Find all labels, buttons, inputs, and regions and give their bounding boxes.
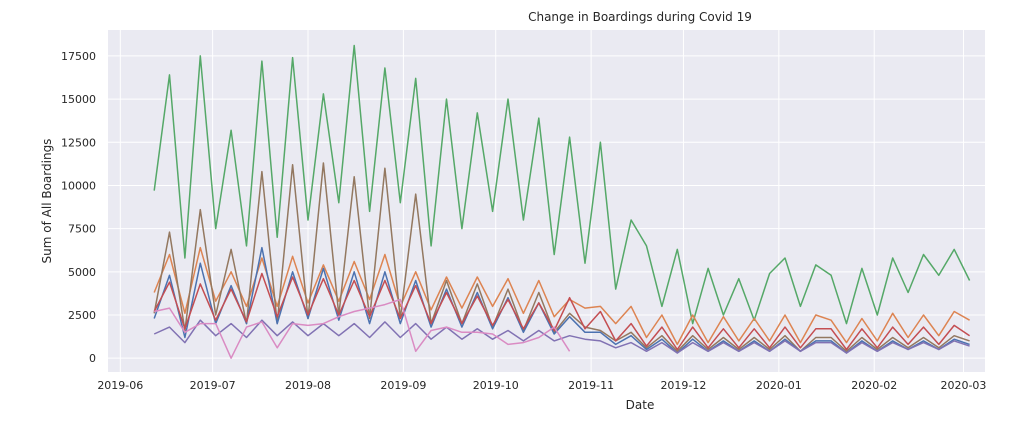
x-tick-label: 2020-03: [940, 379, 986, 392]
x-axis-label: Date: [626, 398, 655, 412]
y-tick-label: 10000: [61, 179, 96, 192]
x-tick-labels: 2019-06 2019-07 2019-08 2019-09 2019-10 2019-…: [97, 379, 986, 392]
y-tick-label: 7500: [68, 223, 96, 236]
y-tick-label: 15000: [61, 93, 96, 106]
x-tick-label: 2019-08: [285, 379, 331, 392]
y-tick-labels: 0 2500 5000 7500 10000 12500 15000 17500: [61, 50, 96, 365]
series-line-green: [153, 44, 971, 325]
y-tick-label: 12500: [61, 136, 96, 149]
series-line-blue: [153, 246, 970, 354]
y-tick-label: 0: [89, 352, 96, 365]
chart-title: Change in Boardings during Covid 19: [528, 10, 752, 24]
x-tick-label: 2019-10: [473, 379, 519, 392]
x-tick-label: 2019-12: [660, 379, 706, 392]
x-tick-label: 2019-07: [190, 379, 236, 392]
series-line-pink: [154, 298, 571, 359]
series-lines: [153, 30, 1015, 372]
x-tick-label: 2019-11: [568, 379, 614, 392]
series-line-orange: [153, 246, 970, 346]
x-tick-label: 2019-06: [97, 379, 143, 392]
y-tick-label: 17500: [61, 50, 96, 63]
x-tick-label: 2020-01: [756, 379, 802, 392]
series-line-brown: [153, 162, 970, 353]
x-tick-label: 2020-02: [851, 379, 897, 392]
series-line-red: [153, 272, 971, 351]
y-tick-label: 5000: [68, 266, 96, 279]
plot-right-mask: [985, 30, 1015, 372]
x-tick-label: 2019-09: [380, 379, 426, 392]
y-tick-label: 2500: [68, 309, 96, 322]
y-axis-label: Sum of All Boardings: [40, 139, 54, 264]
plot-background: [108, 30, 985, 372]
